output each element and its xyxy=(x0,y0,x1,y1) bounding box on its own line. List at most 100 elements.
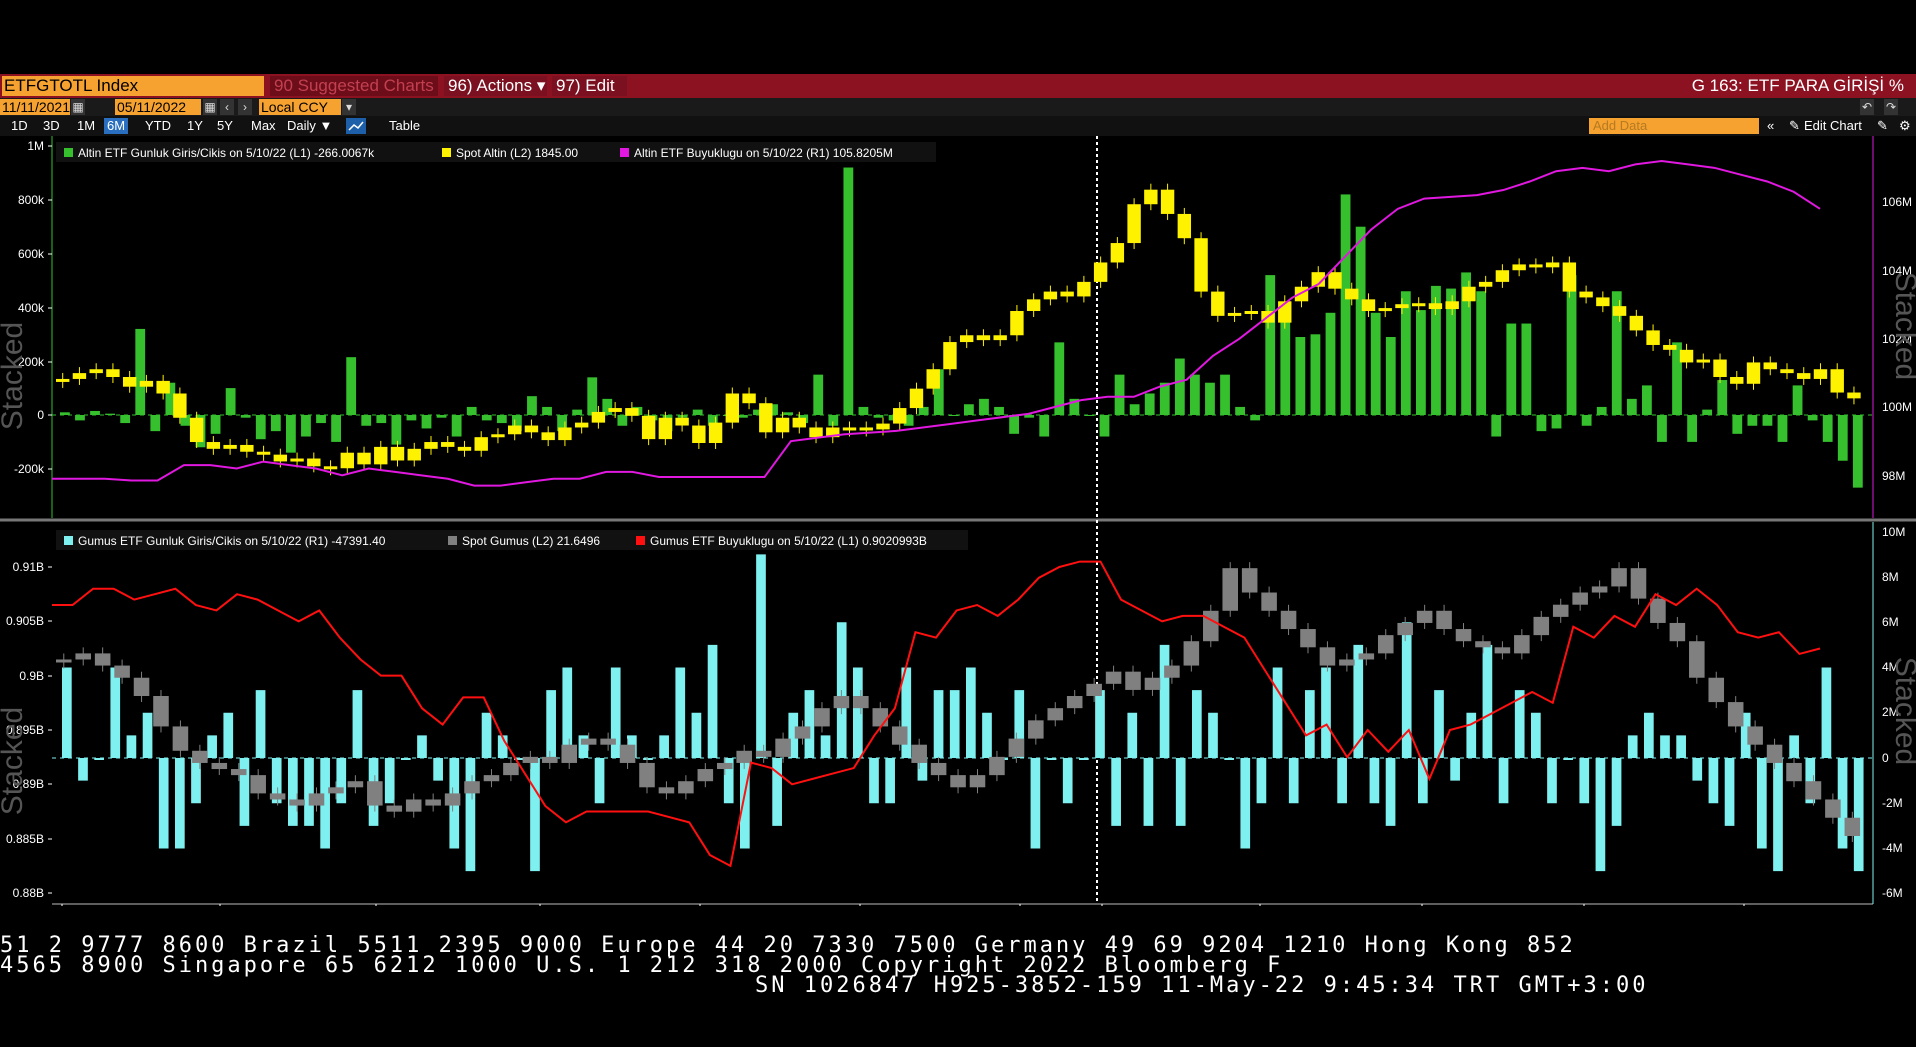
inflow-bar xyxy=(858,406,869,415)
period-button-1m[interactable]: 1M xyxy=(77,118,96,133)
silver-inflow-bar xyxy=(820,735,831,758)
chevron-down-icon[interactable]: ▾ xyxy=(342,99,356,115)
undo-icon[interactable]: ↶ xyxy=(1860,99,1874,115)
period-button-daily[interactable]: Daily ▼ xyxy=(287,118,333,133)
inflow-bar xyxy=(918,406,929,415)
silver-candle xyxy=(1339,659,1355,666)
prev-period-icon[interactable]: ‹ xyxy=(220,99,234,115)
gold-candle xyxy=(441,442,455,447)
left-tick: 800k xyxy=(18,193,45,207)
silver-inflow-bar xyxy=(1740,712,1751,758)
gold-candle xyxy=(1696,359,1710,363)
table-button[interactable]: Table xyxy=(389,118,421,133)
gold-candle xyxy=(1428,303,1443,310)
chart-type-icon[interactable] xyxy=(346,118,366,134)
silver-candle xyxy=(483,775,500,782)
gold-candle xyxy=(374,446,388,465)
actions-menu-button[interactable]: 96) Actions ▾ xyxy=(444,76,547,96)
period-button-5y[interactable]: 5Y xyxy=(217,118,233,133)
silver-inflow-bar xyxy=(1547,758,1557,804)
gold-candle xyxy=(122,377,137,387)
inflow-bar xyxy=(738,415,748,418)
silver-candle xyxy=(503,762,519,776)
next-period-icon[interactable]: › xyxy=(238,99,252,115)
period-button-6m[interactable]: 6M xyxy=(104,118,129,134)
chart-area[interactable]: 1M 800k 600k 400k 200k 0 -200k 106M 104M 102M 100M… xyxy=(0,136,1916,906)
silver-candle xyxy=(930,762,947,776)
suggested-charts-button[interactable]: 90 Suggested Charts xyxy=(270,76,438,96)
period-button-ytd[interactable]: YTD xyxy=(145,118,171,133)
inflow-bar xyxy=(240,415,251,418)
gold-candle xyxy=(340,452,354,469)
left-tick: 1M xyxy=(27,139,44,153)
gold-candle xyxy=(960,335,974,343)
silver-inflow-bar xyxy=(514,758,524,760)
redo-icon[interactable]: ↷ xyxy=(1884,99,1898,115)
inflow-bar xyxy=(572,409,583,415)
inflow-bar xyxy=(1250,415,1261,421)
gold-candle xyxy=(156,380,170,394)
period-button-1y[interactable]: 1Y xyxy=(187,118,203,133)
silver-candle xyxy=(639,762,655,788)
inflow-bar xyxy=(391,415,402,445)
options-icon[interactable]: ⚙ xyxy=(1899,118,1911,133)
period-button-1d[interactable]: 1D xyxy=(11,118,28,133)
edit-menu-button[interactable]: 97) Edit ▾ xyxy=(552,76,627,115)
calendar-icon[interactable]: ▦ xyxy=(203,99,217,115)
inflow-bar xyxy=(1114,374,1125,415)
inflow-bar xyxy=(828,415,839,426)
silver-inflow-bar xyxy=(1466,712,1477,758)
silver-candle xyxy=(56,659,72,663)
left-tick: 400k xyxy=(18,301,45,315)
left-tick: 0.91B xyxy=(13,560,44,574)
inflow-bar xyxy=(361,415,372,426)
right-tick: 0 xyxy=(1882,751,1889,765)
silver-inflow-bar xyxy=(1434,690,1444,758)
silver-inflow-bar xyxy=(530,758,540,872)
gold-candle xyxy=(1478,281,1493,287)
security-input[interactable]: ETFGTOTL Index xyxy=(2,76,264,96)
right-tick: 98M xyxy=(1882,469,1905,483)
left-tick: 600k xyxy=(18,247,45,261)
silver-candle xyxy=(1591,586,1608,593)
inflow-bar xyxy=(753,409,763,415)
stacked-label-right: Stacked xyxy=(1889,657,1916,765)
gold-candle xyxy=(1730,377,1744,384)
gold-candle xyxy=(1797,373,1811,379)
gold-candle xyxy=(1043,291,1058,300)
inflow-bar xyxy=(1370,312,1381,415)
inflow-bar xyxy=(843,167,854,415)
left-tick: 200k xyxy=(18,355,45,369)
inflow-bar xyxy=(1581,415,1592,426)
inflow-bar xyxy=(496,415,507,424)
gold-candle xyxy=(1445,301,1459,310)
start-date-field[interactable]: 11/11/2021 xyxy=(0,99,70,115)
end-date-field[interactable]: 05/11/2022 xyxy=(115,99,201,115)
period-button-max[interactable]: Max xyxy=(251,118,276,133)
gold-candle xyxy=(742,393,756,404)
silver-candle xyxy=(1125,671,1141,690)
annotate-icon[interactable]: ✎ xyxy=(1877,118,1888,133)
gold-candle xyxy=(1545,262,1560,268)
silver-candle xyxy=(1261,592,1277,611)
legend-bg xyxy=(56,142,936,162)
silver-candle xyxy=(1280,610,1297,630)
inflow-bar xyxy=(677,415,688,418)
gold-candle xyxy=(893,408,907,424)
inflow-bar xyxy=(436,415,447,418)
silver-candle xyxy=(1455,629,1472,642)
silver-inflow-bar xyxy=(1369,758,1380,804)
inflow-bar xyxy=(1642,385,1652,415)
period-button-3d[interactable]: 3D xyxy=(43,118,60,133)
inflow-bar xyxy=(1144,393,1155,415)
calendar-icon[interactable]: ▦ xyxy=(71,99,85,115)
gold-candle xyxy=(1144,189,1158,205)
right-tick: 100M xyxy=(1882,400,1912,414)
add-data-input[interactable]: Add Data xyxy=(1589,118,1759,134)
collapse-icon[interactable]: « xyxy=(1767,118,1775,133)
currency-select[interactable]: Local CCY xyxy=(259,99,341,115)
edit-chart-button[interactable]: Edit Chart xyxy=(1804,118,1862,133)
gold-candle xyxy=(943,342,957,370)
gold-candle xyxy=(173,393,187,418)
stacked-label-left: Stacked xyxy=(0,707,29,815)
